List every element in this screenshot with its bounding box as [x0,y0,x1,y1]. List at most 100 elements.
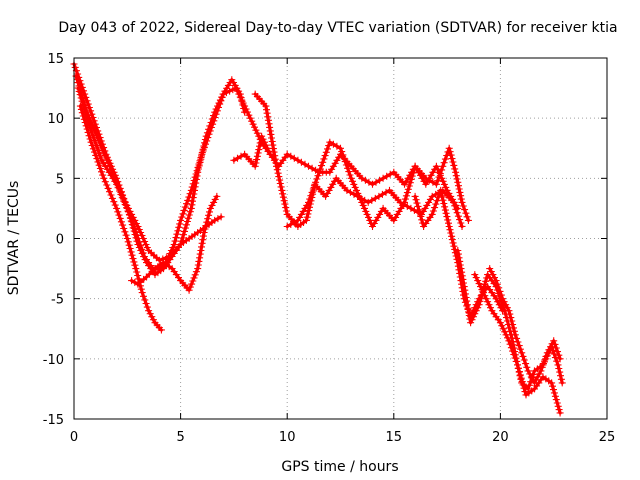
data-point [116,214,124,222]
data-point [106,162,113,170]
data-point [95,161,103,169]
data-point [123,204,131,212]
data-point [556,409,564,417]
data-point [159,255,167,263]
data-point [434,177,442,185]
data-point [401,195,409,203]
data-point [323,189,331,197]
data-point [520,384,528,392]
data-point [263,106,270,114]
data-point [521,388,529,396]
data-point [155,256,163,264]
data-point [126,214,134,222]
data-point [202,222,210,230]
data-point [308,188,316,196]
data-point [277,183,285,191]
data-point [450,198,457,206]
data-point [256,142,263,150]
data-point [77,94,85,102]
data-point [537,367,545,375]
data-point [452,168,460,176]
data-point [443,213,451,221]
data-point [341,158,349,166]
data-point [451,165,459,173]
data-point [476,297,484,305]
data-point [451,245,459,253]
data-point [457,265,465,273]
data-point [514,364,522,372]
data-point [531,379,538,387]
data-point [181,224,189,232]
data-point [117,190,125,198]
data-point [212,105,220,113]
data-point [176,220,184,228]
data-point [493,280,501,288]
data-point [459,275,467,283]
data-point [457,195,465,203]
data-point [266,127,274,135]
data-point [451,202,459,210]
data-point [425,176,433,184]
data-point [463,301,471,309]
data-point [361,204,368,212]
data-point [475,280,483,288]
data-point [73,75,81,83]
data-point [290,219,298,226]
data-point [276,180,284,187]
data-point [215,99,223,107]
data-point [454,212,462,220]
data-point [230,79,237,86]
data-markers [70,60,566,417]
data-point [91,137,99,145]
data-point [458,272,466,280]
y-axis-title: SDTVAR / TECUs [6,181,22,296]
data-point [310,182,318,190]
data-point [205,211,213,219]
data-point [131,231,139,238]
data-point [507,344,515,352]
data-point [313,175,321,183]
data-point [178,213,186,221]
data-point [541,356,549,364]
data-point [249,120,257,128]
data-point [534,373,542,381]
data-point [459,202,467,210]
data-point [550,386,557,394]
data-point [141,238,149,245]
data-point [463,297,471,305]
data-point [210,112,217,120]
data-point [436,170,444,177]
data-point [89,114,97,121]
data-point [197,247,205,254]
data-point [346,188,354,196]
data-point [350,180,358,188]
data-point [254,149,262,157]
data-point [440,180,448,188]
data-point [458,198,466,206]
data-point [411,192,419,200]
data-point [350,190,358,198]
data-point [458,222,466,230]
data-point [276,176,284,184]
data-point [196,250,204,258]
data-point [322,148,330,156]
y-tick-label: 10 [47,112,64,127]
data-point [111,201,119,209]
data-point [140,253,148,261]
data-point [114,208,122,216]
data-point [486,265,494,273]
data-point [138,232,146,239]
data-point [142,300,150,307]
data-point [88,142,96,149]
data-point [504,334,511,342]
data-point [262,141,270,149]
data-point [492,295,500,303]
data-point [197,155,205,163]
data-point [408,172,416,180]
data-point [141,256,149,264]
data-point [550,389,558,397]
data-point [372,178,380,186]
data-point [305,162,312,170]
data-point [345,168,353,176]
data-point [555,365,563,372]
